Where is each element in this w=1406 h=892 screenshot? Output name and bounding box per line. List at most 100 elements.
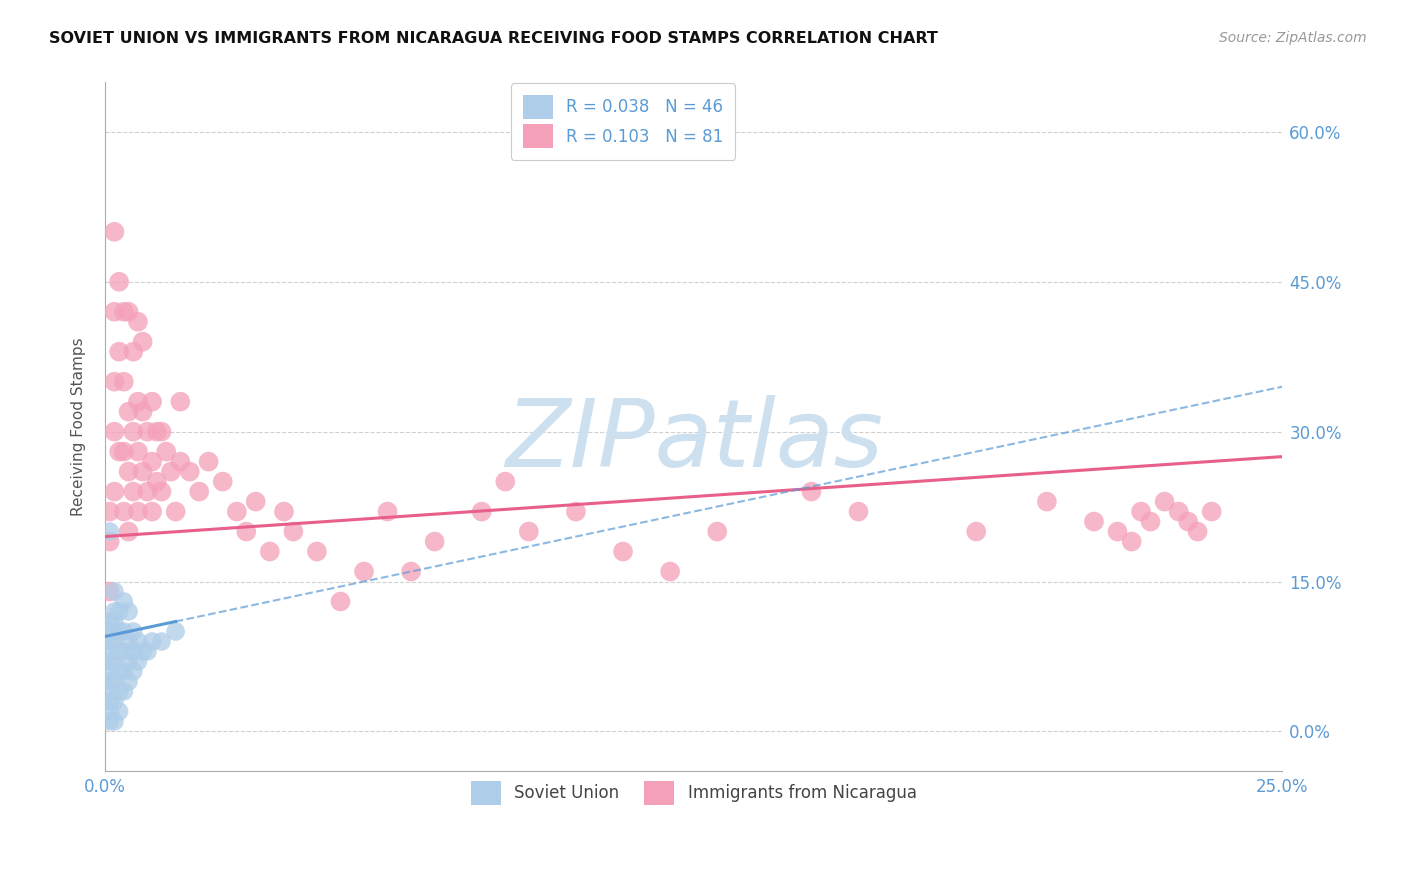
- Point: [103, 304, 125, 318]
- Point: [169, 455, 191, 469]
- Point: [103, 714, 125, 729]
- Point: [103, 624, 125, 639]
- Point: [103, 484, 125, 499]
- Point: [612, 544, 634, 558]
- Point: [112, 375, 135, 389]
- Point: [117, 655, 139, 669]
- Point: [103, 425, 125, 439]
- Point: [117, 465, 139, 479]
- Point: [706, 524, 728, 539]
- Point: [127, 315, 149, 329]
- Point: [122, 425, 145, 439]
- Point: [131, 334, 153, 349]
- Point: [98, 705, 121, 719]
- Point: [98, 714, 121, 729]
- Point: [283, 524, 305, 539]
- Point: [150, 484, 173, 499]
- Point: [108, 624, 131, 639]
- Text: Source: ZipAtlas.com: Source: ZipAtlas.com: [1219, 31, 1367, 45]
- Point: [1187, 524, 1209, 539]
- Point: [1036, 494, 1059, 508]
- Point: [165, 505, 187, 519]
- Point: [211, 475, 233, 489]
- Point: [245, 494, 267, 508]
- Legend: Soviet Union, Immigrants from Nicaragua: Soviet Union, Immigrants from Nicaragua: [461, 772, 927, 814]
- Point: [103, 375, 125, 389]
- Point: [1153, 494, 1175, 508]
- Point: [131, 465, 153, 479]
- Point: [108, 344, 131, 359]
- Point: [1107, 524, 1129, 539]
- Point: [103, 225, 125, 239]
- Point: [136, 644, 159, 658]
- Point: [122, 665, 145, 679]
- Point: [146, 475, 169, 489]
- Point: [127, 634, 149, 648]
- Point: [108, 705, 131, 719]
- Point: [117, 674, 139, 689]
- Point: [112, 665, 135, 679]
- Point: [108, 684, 131, 698]
- Point: [112, 304, 135, 318]
- Point: [165, 624, 187, 639]
- Point: [141, 455, 163, 469]
- Point: [112, 444, 135, 458]
- Point: [965, 524, 987, 539]
- Point: [98, 584, 121, 599]
- Point: [108, 444, 131, 458]
- Point: [122, 484, 145, 499]
- Point: [103, 605, 125, 619]
- Point: [1121, 534, 1143, 549]
- Point: [98, 665, 121, 679]
- Point: [98, 634, 121, 648]
- Point: [169, 394, 191, 409]
- Point: [98, 615, 121, 629]
- Point: [127, 394, 149, 409]
- Point: [150, 634, 173, 648]
- Point: [98, 534, 121, 549]
- Point: [146, 425, 169, 439]
- Point: [112, 644, 135, 658]
- Point: [141, 394, 163, 409]
- Point: [127, 444, 149, 458]
- Point: [848, 505, 870, 519]
- Point: [103, 584, 125, 599]
- Point: [122, 624, 145, 639]
- Point: [131, 404, 153, 418]
- Point: [471, 505, 494, 519]
- Point: [141, 634, 163, 648]
- Point: [353, 565, 375, 579]
- Point: [122, 644, 145, 658]
- Point: [103, 655, 125, 669]
- Point: [150, 425, 173, 439]
- Point: [103, 694, 125, 708]
- Point: [98, 524, 121, 539]
- Point: [98, 674, 121, 689]
- Point: [98, 694, 121, 708]
- Point: [98, 624, 121, 639]
- Point: [136, 484, 159, 499]
- Point: [117, 404, 139, 418]
- Point: [197, 455, 219, 469]
- Point: [112, 624, 135, 639]
- Point: [659, 565, 682, 579]
- Point: [112, 594, 135, 608]
- Point: [108, 275, 131, 289]
- Point: [494, 475, 516, 489]
- Point: [103, 674, 125, 689]
- Point: [1201, 505, 1223, 519]
- Point: [127, 505, 149, 519]
- Point: [117, 605, 139, 619]
- Point: [136, 425, 159, 439]
- Point: [98, 644, 121, 658]
- Point: [1167, 505, 1189, 519]
- Point: [399, 565, 422, 579]
- Point: [329, 594, 352, 608]
- Point: [117, 634, 139, 648]
- Point: [160, 465, 183, 479]
- Point: [112, 505, 135, 519]
- Point: [1177, 515, 1199, 529]
- Point: [565, 505, 588, 519]
- Point: [98, 655, 121, 669]
- Point: [377, 505, 399, 519]
